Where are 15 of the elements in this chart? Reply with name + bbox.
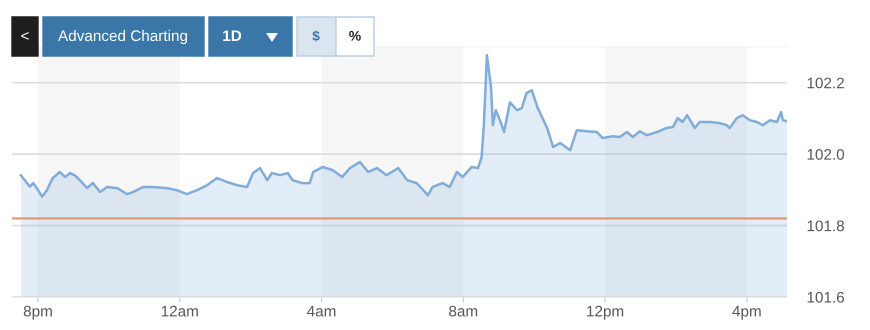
y-tick-label: 102.0 xyxy=(808,149,844,160)
text: Advanced Charting xyxy=(58,30,187,44)
x-tick-label: 4pm xyxy=(732,306,761,320)
x-tick-label: 8am xyxy=(449,306,478,317)
x-tick-label: 12am xyxy=(162,306,198,317)
y-tick-label: 102.2 xyxy=(808,78,844,88)
text: $ xyxy=(312,30,320,42)
x-tick-label: 12pm xyxy=(587,306,624,320)
text: < xyxy=(21,32,29,40)
x-tick-label: 8pm xyxy=(24,306,52,320)
y-tick-label: 101.6 xyxy=(808,292,844,303)
text: 1D xyxy=(223,30,242,41)
x-tick-label: 4am xyxy=(307,306,336,317)
y-tick-label: 101.8 xyxy=(808,220,844,232)
text: % xyxy=(349,30,361,41)
